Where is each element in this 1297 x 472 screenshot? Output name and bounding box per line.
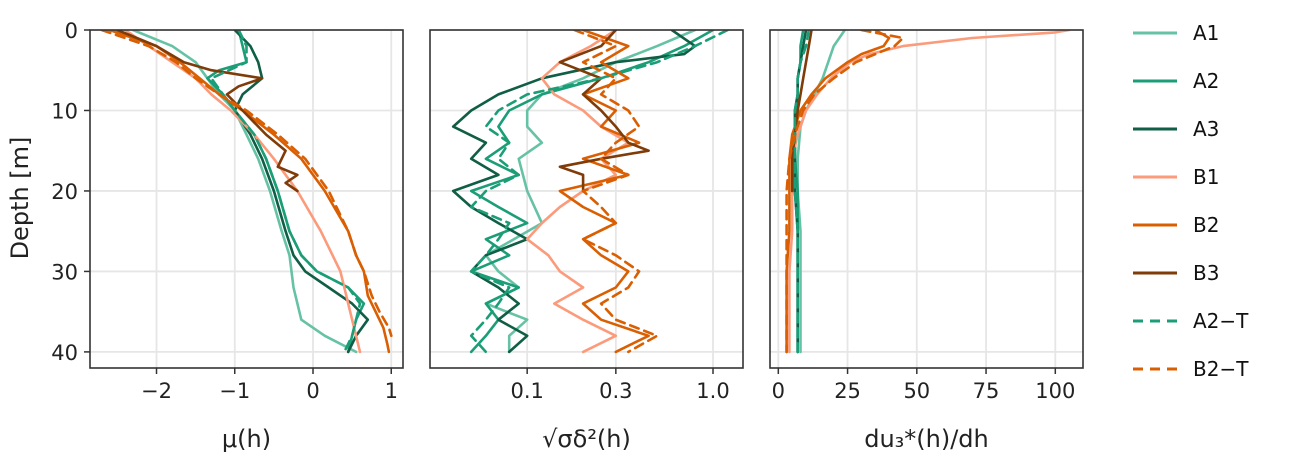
series-line-b2-t	[100, 30, 393, 338]
y-tick-label: 0	[65, 19, 78, 43]
x-tick-label: −1	[219, 379, 250, 403]
y-axis-title: Depth [m]	[6, 137, 34, 260]
series-line-a3	[233, 30, 370, 354]
series-line-b3	[558, 30, 650, 193]
series-lines	[451, 30, 730, 354]
x-tick-label: 0	[306, 379, 319, 403]
legend-label: B1	[1193, 165, 1219, 189]
series-line-a2-t	[469, 30, 730, 354]
panel-3: 0 25 50 75 100 du₃*(h)/dh	[769, 29, 1084, 453]
y-tick-label: 40	[51, 341, 78, 365]
legend-item: A2−T	[1133, 309, 1249, 333]
series-line-a1	[484, 30, 697, 354]
legend-item: A3	[1133, 117, 1219, 141]
x-tick-label: 0.1	[510, 379, 543, 403]
x-tick-label: 1.0	[696, 379, 729, 403]
panel-2: 0.1 0.3 1.0 √σδ²(h)	[429, 29, 744, 453]
panel-border	[429, 29, 744, 369]
y-tick-label: 30	[51, 260, 78, 284]
panel-border	[89, 29, 404, 369]
series-line-b3	[790, 30, 813, 193]
series-line-a1	[131, 30, 358, 354]
legend-label: A2	[1193, 69, 1219, 93]
legend-item: B1	[1133, 165, 1219, 189]
legend: A1 A2 A3 B1 B2 B3 A2−T B2−T	[1133, 21, 1249, 381]
legend-label: A3	[1193, 117, 1219, 141]
series-line-b2	[108, 30, 391, 354]
legend-item: B2	[1133, 213, 1219, 237]
series-line-a2-t	[793, 30, 811, 354]
legend-label: B3	[1193, 261, 1219, 285]
grid	[90, 29, 403, 368]
x-tick-label: −2	[141, 379, 172, 403]
series-line-b2-t	[785, 30, 905, 354]
legend-label: B2	[1193, 213, 1219, 237]
series-line-a2-t	[210, 30, 362, 354]
x-axis-title: du₃*(h)/dh	[864, 425, 989, 453]
series-lines	[785, 30, 1071, 354]
grid	[770, 29, 1083, 368]
x-tick-label: 25	[834, 379, 861, 403]
series-line-b2-t	[573, 30, 659, 354]
x-tick-label: 0	[772, 379, 785, 403]
x-tick-label: 50	[903, 379, 930, 403]
y-tick-label: 20	[51, 180, 78, 204]
x-tick-label: 1	[385, 379, 398, 403]
legend-label: B2−T	[1193, 357, 1249, 381]
legend-item: B2−T	[1133, 357, 1249, 381]
series-lines	[100, 30, 393, 354]
y-tick-label: 10	[51, 99, 78, 123]
x-tick-label: 75	[973, 379, 1000, 403]
x-axis-title: √σδ²(h)	[542, 425, 631, 453]
panel-border	[769, 29, 1084, 369]
x-tick-label: 0.3	[599, 379, 632, 403]
legend-item: A2	[1133, 69, 1219, 93]
series-line-b1	[788, 30, 1071, 354]
legend-item: A1	[1133, 21, 1219, 45]
x-tick-label: 100	[1035, 379, 1075, 403]
legend-label: A1	[1193, 21, 1219, 45]
legend-label: A2−T	[1193, 309, 1249, 333]
legend-item: B3	[1133, 261, 1219, 285]
series-line-b2	[558, 30, 650, 354]
x-axis-title: μ(h)	[222, 425, 271, 453]
